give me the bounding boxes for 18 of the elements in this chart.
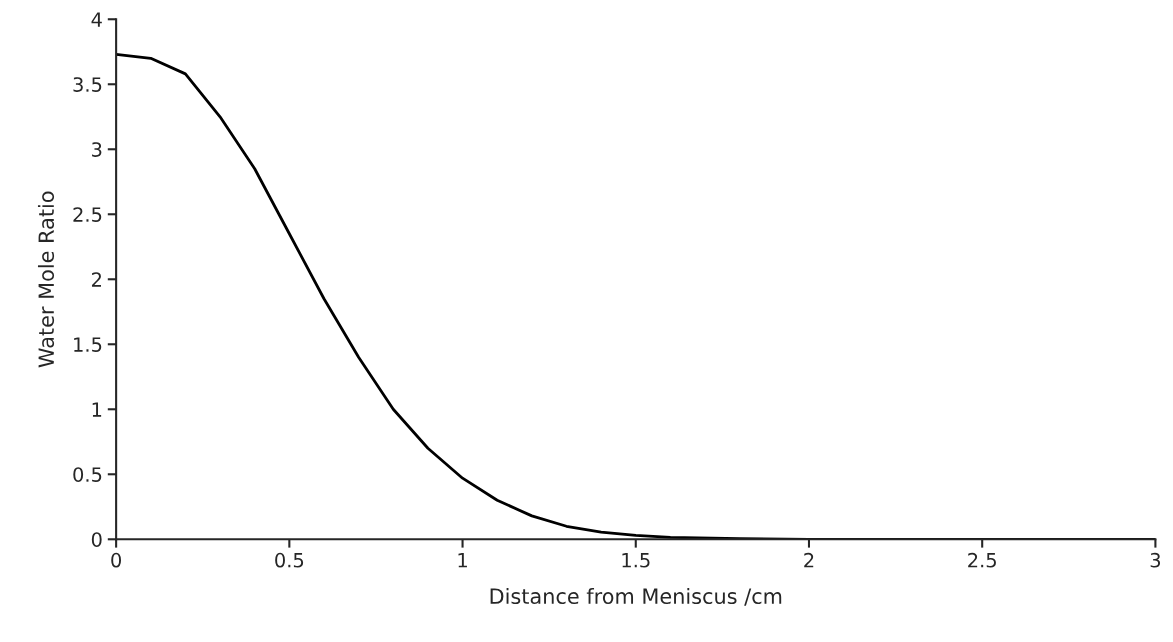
x-tick-label: 2.5	[968, 552, 996, 568]
y-tick-label: 1	[92, 402, 102, 417]
x-tick-label: 1.5	[622, 553, 650, 568]
x-tick-label: 2	[804, 552, 814, 568]
y-tick-label: 0	[91, 532, 102, 547]
x-tick-label: 3	[1150, 552, 1161, 568]
y-tick-label: 1.5	[74, 337, 102, 352]
x-tick-label: 0.5	[275, 552, 304, 568]
x-tick-label: 0	[111, 552, 122, 568]
y-tick-label: 3.5	[73, 77, 102, 92]
y-tick-label: 0.5	[73, 467, 102, 482]
y-tick-label: 2.5	[73, 207, 102, 222]
x-tick-label: 1	[458, 553, 467, 568]
x-axis-title: Distance from Meniscus /cm	[490, 587, 782, 606]
y-axis-title: Water Mole Ratio	[37, 191, 55, 368]
y-tick-label: 3	[92, 142, 102, 157]
y-tick-label: 2	[91, 272, 101, 287]
y-tick-label: 4	[91, 12, 102, 27]
